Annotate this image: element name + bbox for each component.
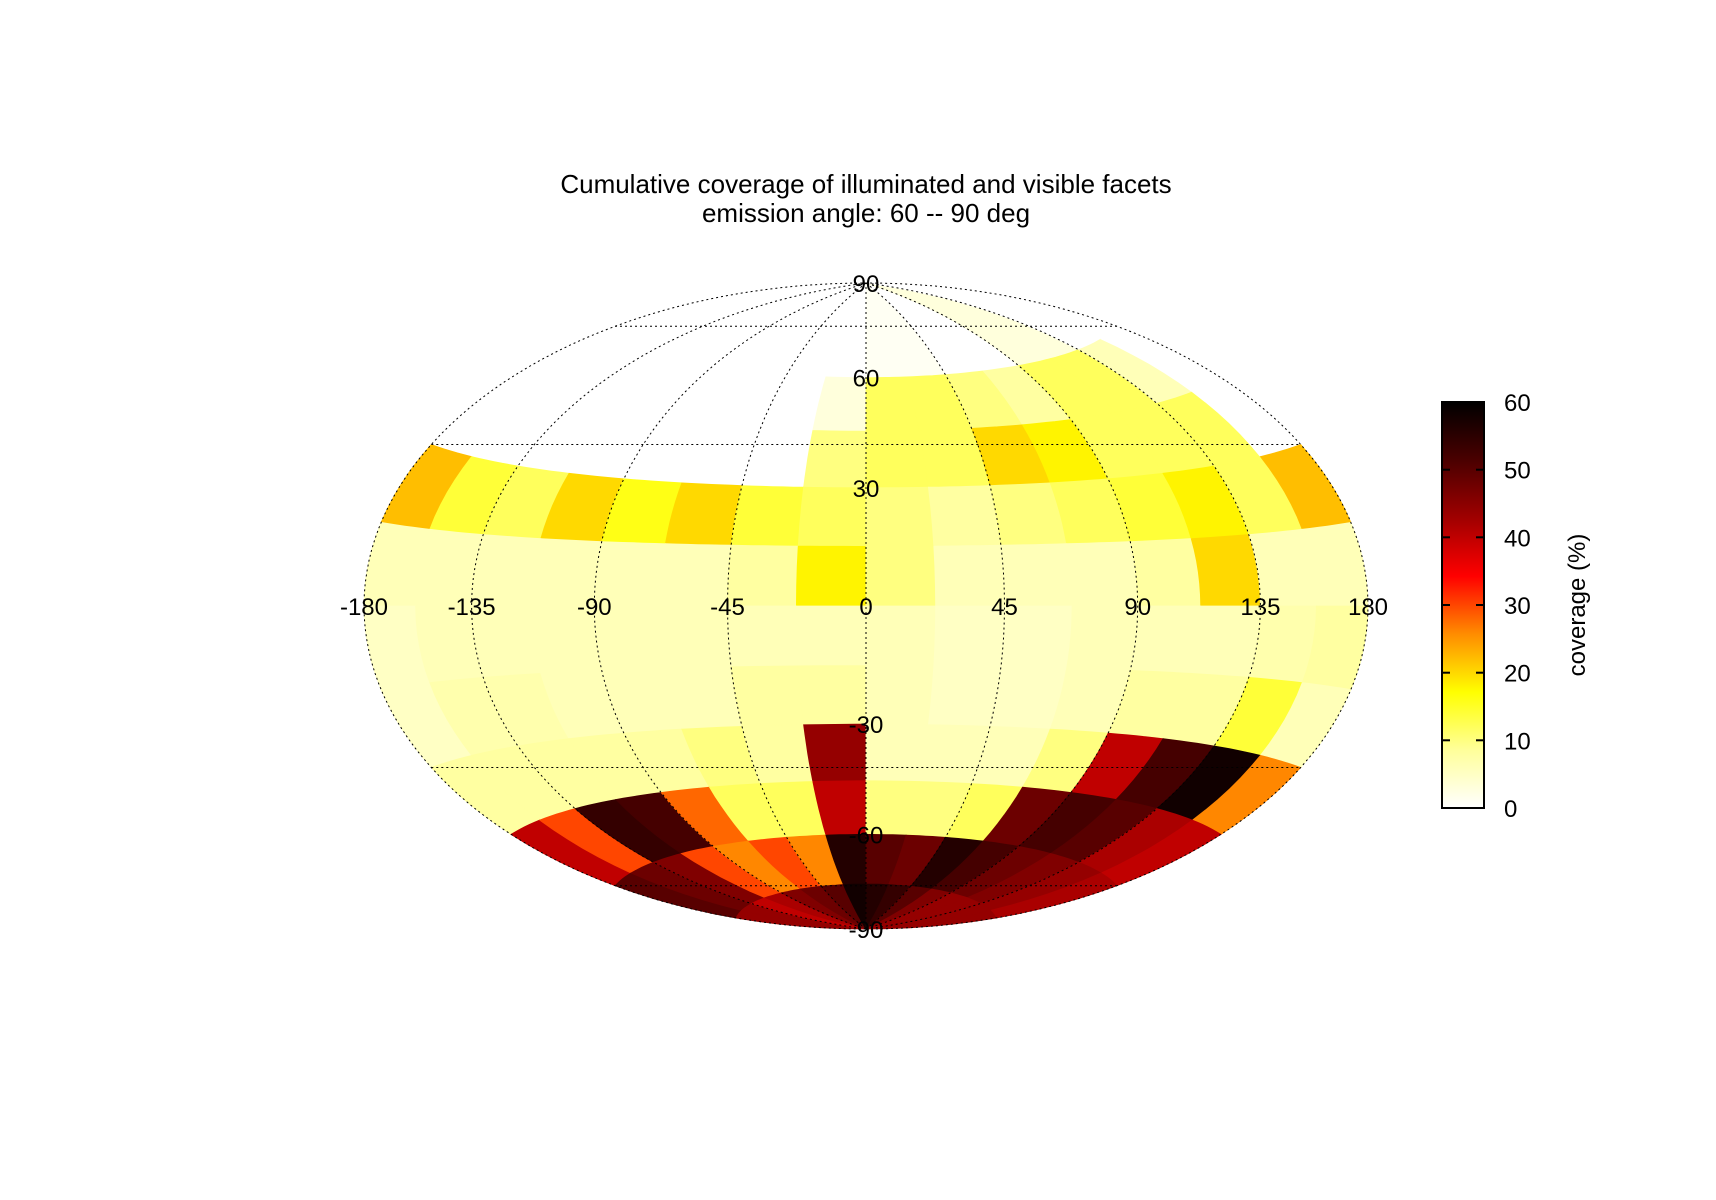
longitude-tick-label: 45 [991,594,1018,621]
colorbar-label: coverage (%) [1564,534,1591,677]
meridian-line [593,282,867,930]
chart-title: Cumulative coverage of illuminated and v… [560,169,1171,199]
colorbar-tick-label: 10 [1504,728,1531,755]
latitude-tick-label: -90 [849,917,884,944]
coverage-cell [795,605,867,667]
longitude-tick-labels: -180 -135 -90 -45 0 45 90 135 180 [340,594,1388,621]
coverage-cell [865,545,937,607]
colorbar-tick-label: 30 [1504,593,1531,620]
coverage-cell [927,665,1002,727]
longitude-tick-label: -45 [710,594,745,621]
latitude-tick-label: 30 [853,476,880,503]
coverage-cell [865,605,937,667]
coverage-cell [730,665,805,727]
meridian-line [865,282,1139,930]
longitude-tick-label: 135 [1240,594,1280,621]
latitude-tick-label: 60 [853,366,880,393]
map-outline [363,282,1369,930]
coverage-cell [730,485,805,547]
latitude-tick-labels: 90 60 30 -30 -60 -90 [849,271,884,944]
latitude-tick-label: 90 [853,271,880,298]
coverage-cell [927,485,1002,547]
latitude-tick-label: -60 [849,822,884,849]
meridian-line [865,282,1006,930]
graticule [431,282,1301,930]
coverage-map [363,281,1369,931]
meridian-line [726,282,867,930]
colorbar-tick-label: 20 [1504,661,1531,688]
longitude-tick-label: -135 [448,594,496,621]
colorbar-ticks: 0 10 20 30 40 50 60 [1442,390,1531,823]
longitude-tick-label: -90 [577,594,612,621]
latitude-tick-label: -30 [849,712,884,739]
longitude-tick-label: 180 [1348,594,1388,621]
coverage-cell [795,545,867,607]
longitude-tick-label: 90 [1124,594,1151,621]
colorbar-tick-label: 0 [1504,796,1517,823]
colorbar-tick-label: 40 [1504,525,1531,552]
longitude-tick-label: 0 [859,594,872,621]
colorbar-tick-label: 60 [1504,390,1531,417]
colorbar-tick-label: 50 [1504,458,1531,485]
longitude-tick-label: -180 [340,594,388,621]
chart-subtitle: emission angle: 60 -- 90 deg [702,198,1030,228]
